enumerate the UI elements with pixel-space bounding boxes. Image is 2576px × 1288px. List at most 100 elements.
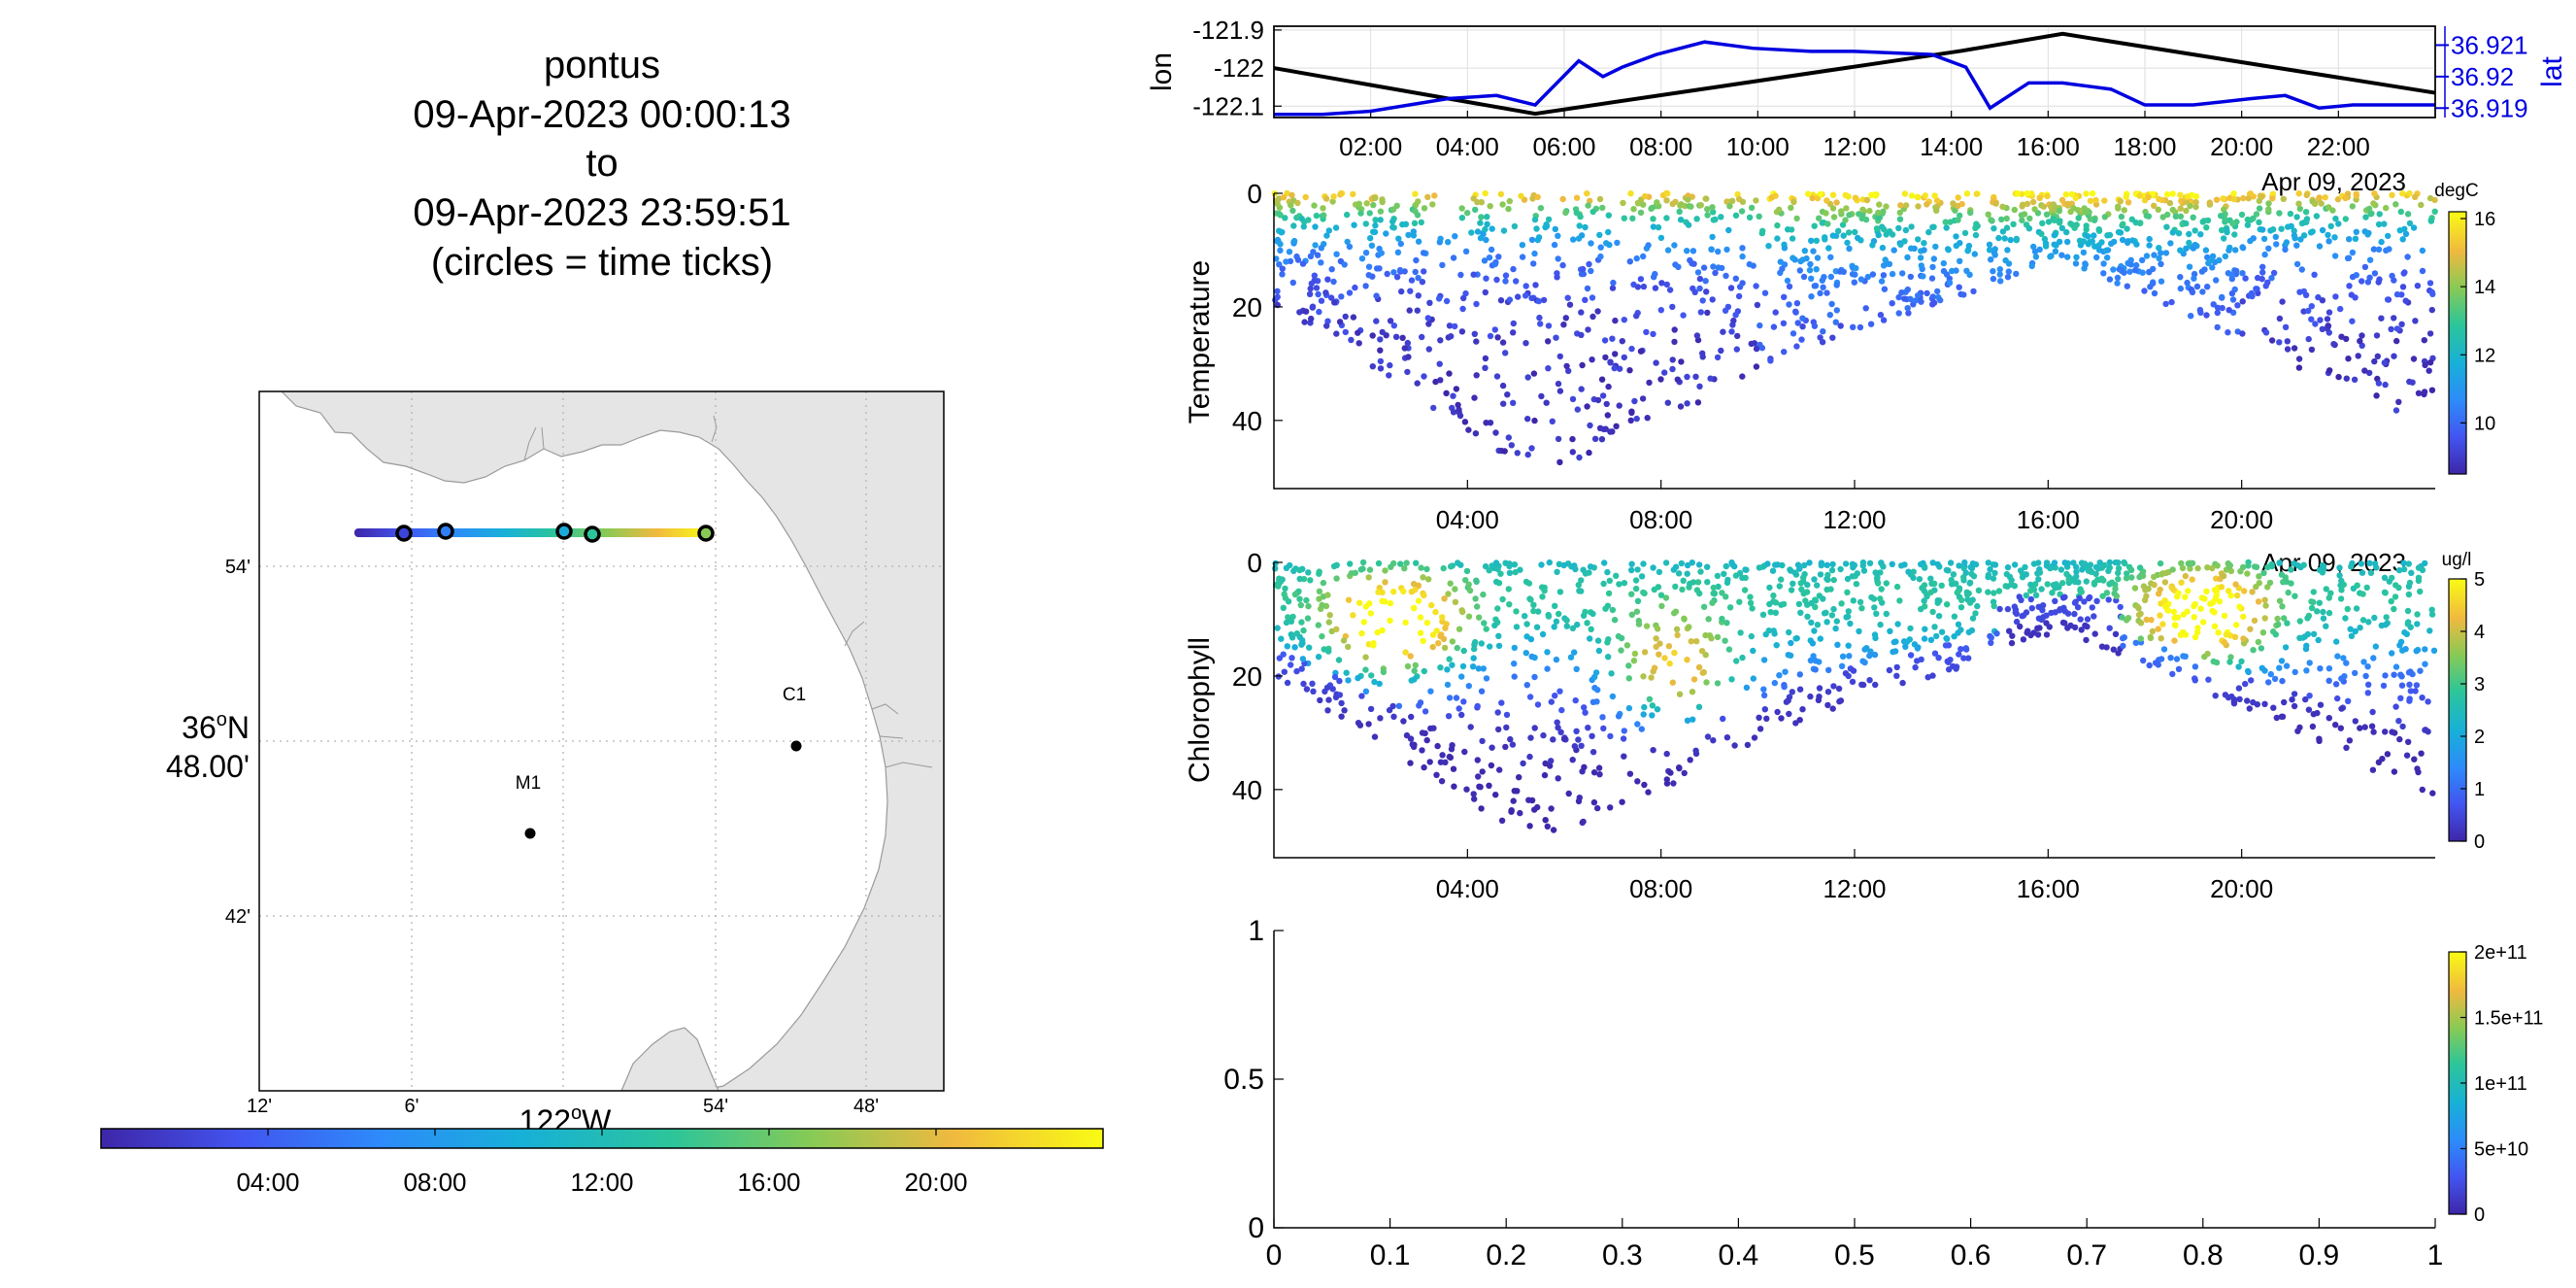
data-point [1541, 771, 1549, 779]
data-point [1377, 336, 1384, 343]
data-point [1632, 585, 1640, 593]
empty-xtick-label: 0.1 [1370, 1239, 1411, 1271]
data-point [1732, 275, 1740, 282]
lat-axis-label-minutes: 48.00' [166, 749, 250, 784]
data-point [2202, 247, 2210, 254]
data-point [1991, 246, 1998, 253]
data-point [1492, 578, 1500, 586]
data-point [2384, 751, 2392, 758]
data-point [1302, 308, 1310, 315]
data-point [1681, 616, 1688, 623]
data-point [1957, 646, 1964, 653]
data-point [2225, 247, 2232, 254]
data-point [1739, 245, 1746, 252]
data-point [1535, 608, 1542, 615]
data-point [1817, 571, 1824, 578]
data-point [1294, 199, 1301, 207]
data-point [1584, 620, 1590, 627]
data-point [1307, 285, 1314, 292]
data-point [1298, 216, 1305, 222]
data-point [1582, 223, 1589, 231]
data-point [1336, 692, 1344, 698]
data-point [1387, 617, 1393, 625]
data-point [1471, 330, 1479, 337]
chlorophyll-colorbar [2448, 578, 2467, 842]
data-point [2161, 597, 2168, 604]
data-point [2397, 695, 2404, 701]
data-point [1586, 260, 1592, 268]
data-point [1478, 805, 1485, 812]
data-point [2124, 199, 2132, 206]
data-point [1348, 336, 1355, 344]
data-point [1661, 369, 1668, 376]
data-point [1274, 625, 1281, 631]
data-point [1332, 224, 1340, 231]
data-point [2333, 638, 2340, 645]
data-point [1345, 643, 1352, 651]
data-point [1280, 194, 1288, 201]
data-point [1719, 615, 1725, 623]
data-point [1611, 364, 1618, 372]
data-point [1474, 228, 1482, 235]
data-point [1656, 651, 1662, 658]
lon-tick-label: 12' [247, 1096, 272, 1117]
data-point [2071, 599, 2079, 606]
data-point [2232, 247, 2239, 254]
data-point [1384, 270, 1390, 278]
data-point [1468, 229, 1475, 236]
lonlat-ytick-label: -121.9 [1192, 16, 1264, 45]
lonlat-xtick-label: 20:00 [2210, 132, 2273, 161]
data-point [1531, 654, 1538, 661]
chlorophyll-ytick-label: 20 [1232, 661, 1262, 692]
data-point [2330, 341, 2337, 348]
data-point [1526, 823, 1533, 830]
data-point [1811, 283, 1819, 289]
data-point [1933, 197, 1941, 204]
data-point [1723, 562, 1730, 570]
temperature-axes-lines [1273, 193, 2435, 490]
data-point [1531, 417, 1538, 424]
data-point [1311, 277, 1318, 284]
data-point [2366, 369, 2373, 377]
data-point [1537, 321, 1544, 327]
data-point [2118, 213, 2125, 220]
data-point [2186, 230, 2192, 238]
data-point [2382, 622, 2389, 628]
data-point [1444, 666, 1451, 673]
data-point [1455, 406, 1462, 413]
data-point [1394, 249, 1402, 255]
data-point [2245, 195, 2252, 202]
data-point [1859, 206, 1866, 213]
data-point [1869, 242, 1876, 249]
data-point [1421, 667, 1428, 675]
data-point [2077, 616, 2084, 623]
data-point [1459, 608, 1466, 616]
data-point [1680, 312, 1687, 319]
data-point [2422, 361, 2428, 369]
data-point [2006, 627, 2013, 634]
data-point [1560, 735, 1568, 742]
data-point [1481, 257, 1489, 264]
data-point [2032, 254, 2040, 260]
data-point [2256, 219, 2262, 225]
data-point [1723, 734, 1731, 741]
data-point [2194, 564, 2201, 572]
data-point [2279, 603, 2286, 610]
data-point [2197, 605, 2204, 612]
data-point [2137, 620, 2145, 627]
data-point [1929, 293, 1937, 300]
data-point [1282, 215, 1288, 221]
data-point [1813, 266, 1820, 273]
data-point [1695, 663, 1703, 671]
data-point [1693, 216, 1700, 222]
data-point [1459, 305, 1466, 313]
data-point [1600, 725, 1607, 732]
data-point [2293, 214, 2300, 220]
data-point [1951, 613, 1958, 620]
data-point [2282, 644, 2290, 651]
chlorophyll-ylabel: Chlorophyll [1184, 637, 1216, 783]
data-point [2114, 274, 2122, 282]
data-point [1780, 600, 1788, 608]
data-point [2111, 238, 2118, 246]
data-point [1588, 240, 1594, 247]
